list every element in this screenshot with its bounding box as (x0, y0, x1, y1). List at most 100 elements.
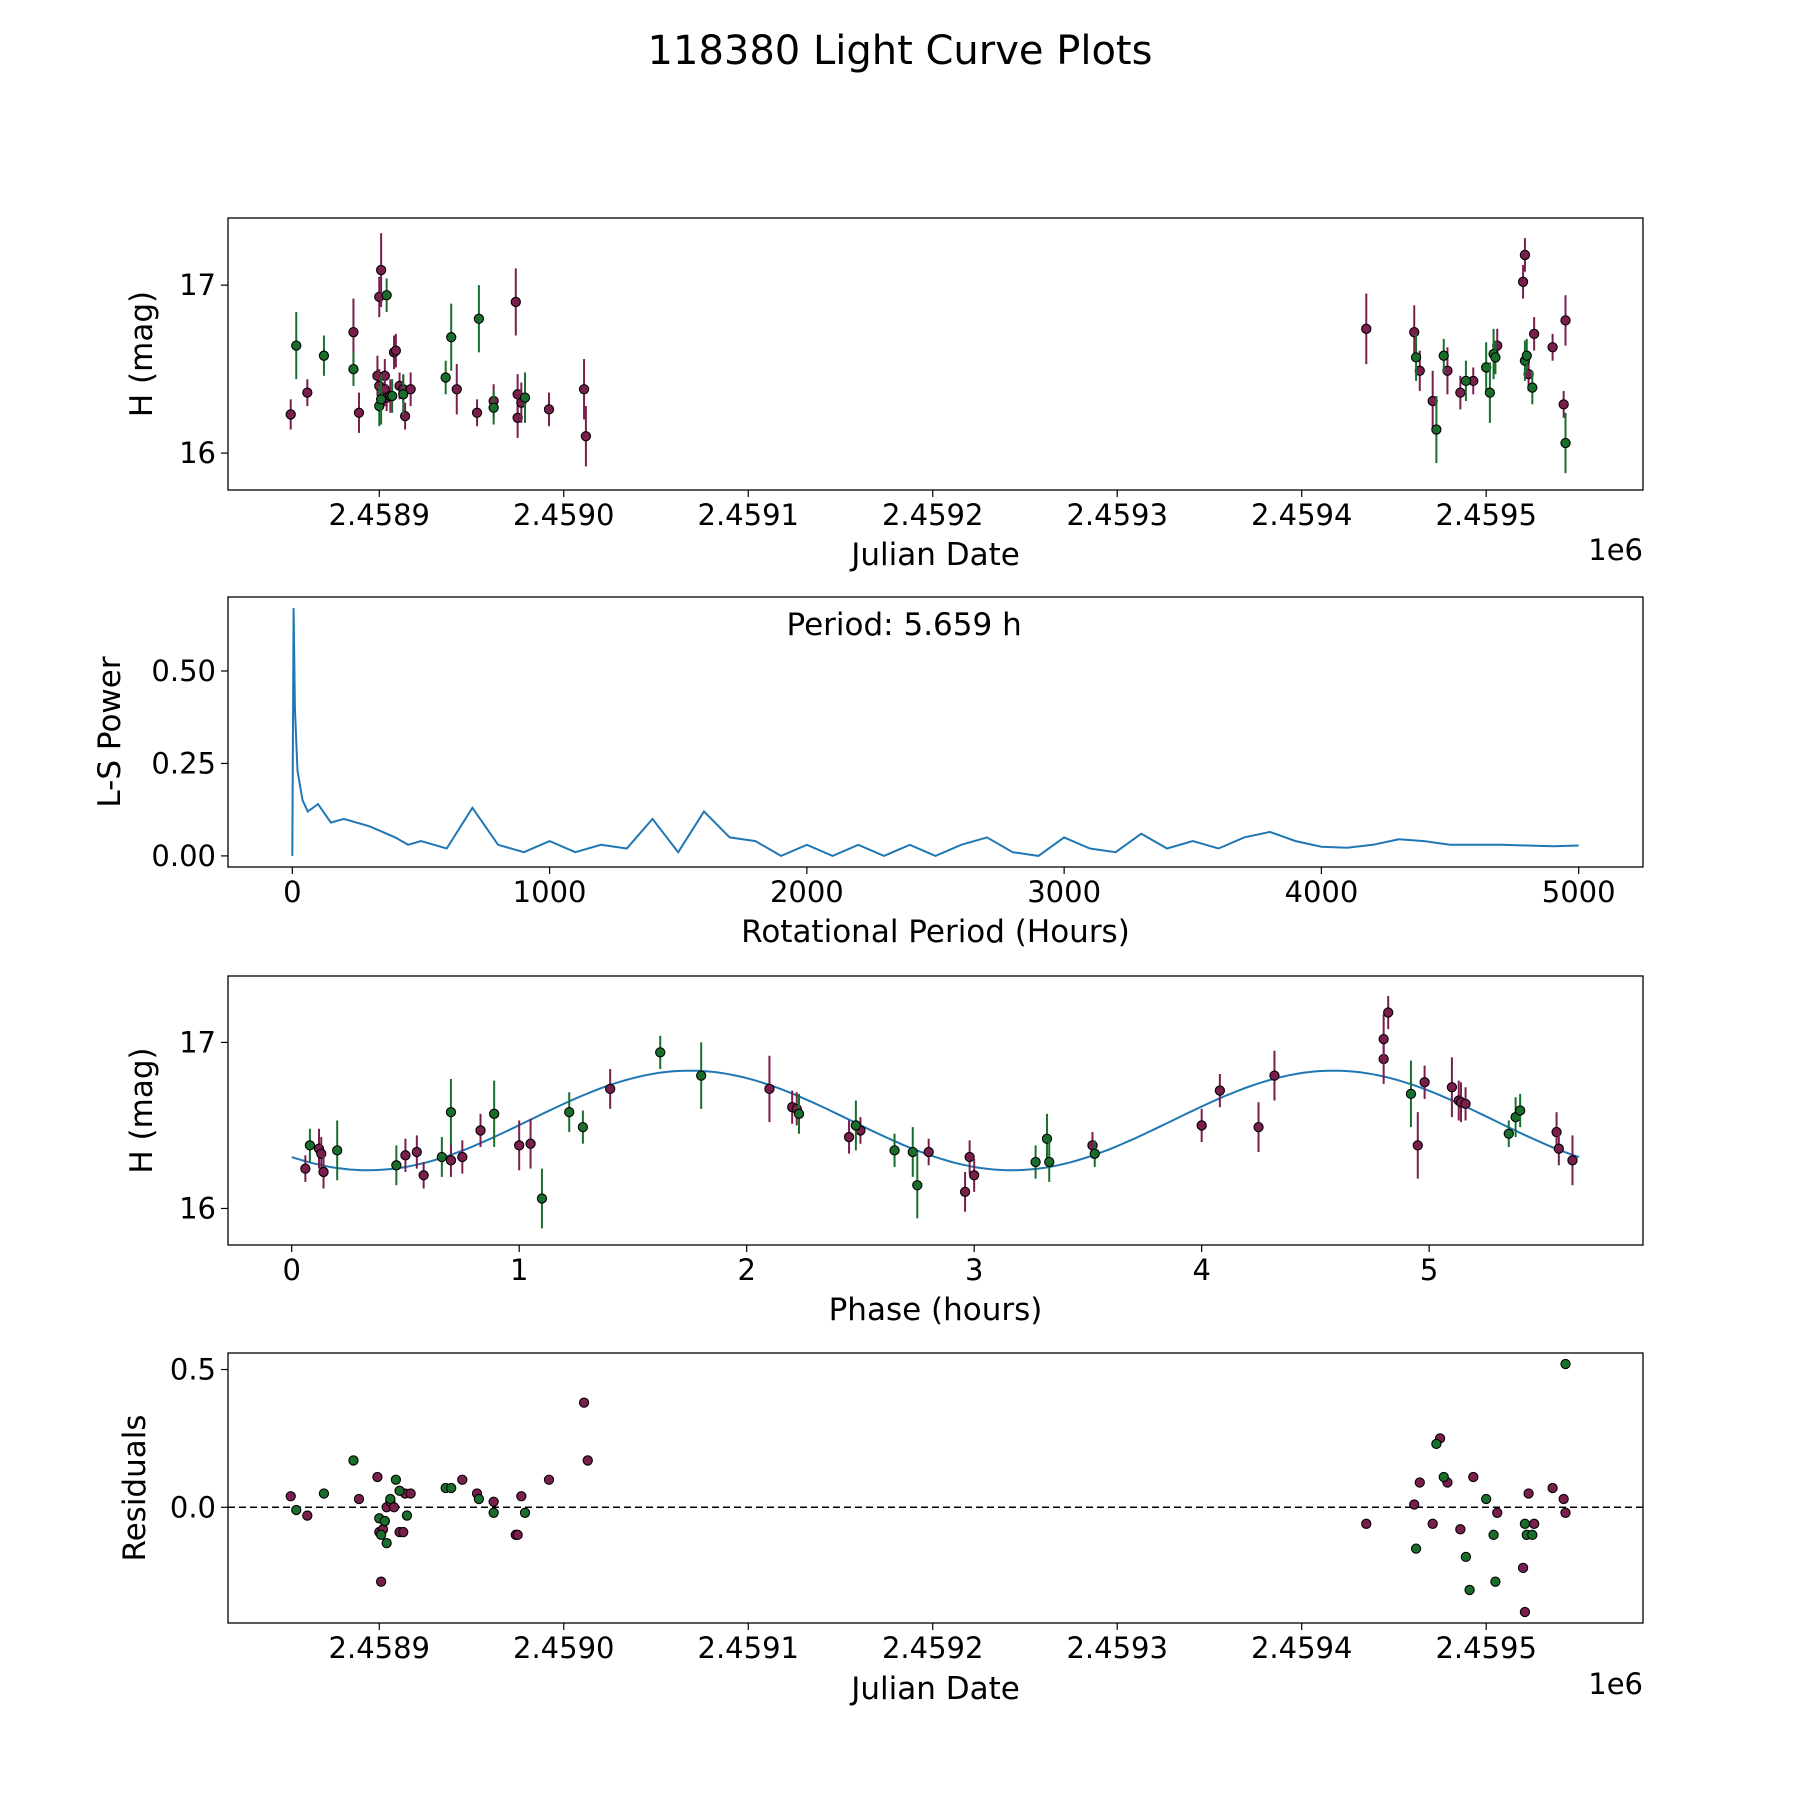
residuals-point-band_b (348, 1455, 359, 1466)
residuals-point-band_b (375, 1529, 387, 1540)
lightcurve-point-band_a (1560, 315, 1571, 326)
periodogram-xtick-label: 1000 (513, 875, 587, 909)
residuals-xtick-label: 2.4591 (698, 1631, 799, 1665)
residuals-point-band_b (394, 1485, 405, 1496)
lightcurve-point-band_b (440, 372, 451, 383)
lightcurve-point-band_a (1529, 328, 1540, 340)
residuals-point-band_a (543, 1474, 555, 1485)
phased-point-band_b (1089, 1148, 1100, 1159)
lightcurve-point-band_b (1527, 382, 1538, 393)
residuals-point-band_a (1560, 1507, 1571, 1518)
phased-point-band_b (1041, 1133, 1053, 1144)
residuals-point-band_a (1427, 1518, 1438, 1529)
residuals-offset-label: 1e6 (1588, 1667, 1643, 1701)
phased-point-band_b (1030, 1156, 1041, 1168)
phased-point-band_a (300, 1163, 311, 1174)
periodogram-xtick-label: 5000 (1542, 875, 1616, 909)
lightcurve-point-band_b (375, 394, 387, 405)
phased-ytick-label: 16 (179, 1191, 216, 1225)
phased-xtick-label: 2 (737, 1253, 755, 1287)
phased-point-band_b (1515, 1105, 1526, 1116)
lightcurve-point-band_a (348, 327, 359, 338)
phased-point-band_a (1269, 1070, 1280, 1081)
periodogram-xlabel: Rotational Period (Hours) (741, 914, 1130, 950)
residuals-xtick-label: 2.4590 (513, 1631, 614, 1665)
residuals-point-band_b (1438, 1471, 1449, 1483)
phased-point-band_a (457, 1151, 468, 1163)
residuals-point-band_a (1558, 1493, 1569, 1505)
lightcurve-xtick-label: 2.4591 (698, 498, 799, 532)
residuals-point-band_a (388, 1502, 400, 1513)
phased-point-band_a (1253, 1121, 1264, 1133)
lightcurve-point-band_b (473, 313, 485, 324)
lightcurve-point-band_a (580, 431, 592, 442)
residuals-point-band_b (1527, 1529, 1538, 1540)
residuals-point-band_b (385, 1493, 396, 1505)
residuals-point-band_b (1519, 1518, 1531, 1529)
phased-point-band_b (907, 1146, 918, 1158)
lightcurve-xtick-label: 2.4589 (329, 498, 430, 532)
periodogram-axes-frame (227, 596, 1644, 868)
residuals-point-band_b (1460, 1551, 1472, 1563)
phased-xtick-label: 5 (1420, 1253, 1438, 1287)
lightcurve-point-band_a (390, 345, 402, 356)
lightcurve-point-band_a (285, 409, 296, 420)
periodogram-ytick-label: 0.50 (151, 654, 216, 688)
lightcurve-point-band_b (446, 332, 457, 343)
lightcurve-ytick-label: 17 (179, 268, 216, 302)
residuals-point-band_b (401, 1510, 413, 1521)
phased-point-band_a (1553, 1143, 1564, 1154)
lightcurve-point-band_b (1521, 350, 1532, 361)
residuals-point-band_b (318, 1488, 330, 1499)
residuals-point-band_a (1409, 1499, 1420, 1510)
lightcurve-point-band_a (353, 407, 365, 418)
phased-point-band_b (304, 1140, 316, 1151)
phased-point-band_b (912, 1180, 923, 1191)
phased-point-band_a (1383, 1007, 1394, 1018)
phased-ylabel: H (mag) (124, 1047, 160, 1173)
lightcurve-offset-label: 1e6 (1588, 533, 1643, 567)
phased-point-band_a (969, 1170, 980, 1181)
residuals-xtick-label: 2.4589 (329, 1631, 430, 1665)
lightcurve-ylabel: H (mag) (124, 291, 160, 417)
phased-point-band_a (445, 1155, 457, 1166)
figure-title: 118380 Light Curve Plots (647, 28, 1153, 74)
lightcurve-xtick-label: 2.4593 (1066, 498, 1167, 532)
phased-point-band_a (843, 1131, 855, 1143)
residuals-point-band_a (516, 1491, 527, 1502)
residuals-point-band_a (1468, 1471, 1479, 1483)
lightcurve-point-band_b (1431, 424, 1442, 435)
residuals-point-band_b (488, 1507, 499, 1518)
residuals-point-band_b (390, 1474, 402, 1485)
lightcurve-point-band_a (1547, 342, 1558, 353)
residuals-point-band_a (302, 1510, 313, 1521)
phased-point-band_a (1214, 1085, 1226, 1096)
lightcurve-point-band_a (1517, 276, 1529, 287)
lightcurve-point-band_a (1455, 387, 1466, 398)
phased-plot (221, 975, 1644, 1252)
residuals-point-band_a (1547, 1482, 1558, 1494)
lightcurve-point-band_b (1490, 352, 1501, 363)
lightcurve-point-band_b (291, 340, 302, 351)
residuals-point-band_b (473, 1493, 485, 1505)
residuals-ytick-label: 0.0 (170, 1490, 216, 1524)
phased-xtick-label: 1 (510, 1253, 528, 1287)
phased-xtick-label: 3 (965, 1253, 983, 1287)
lightcurve-point-band_a (399, 410, 411, 422)
residuals-point-band_b (1431, 1438, 1442, 1450)
lightcurve-point-band_b (348, 363, 359, 375)
lightcurve-point-band_b (1484, 387, 1496, 398)
phased-point-band_a (475, 1125, 486, 1136)
lightcurve-point-band_a (510, 296, 521, 308)
lightcurve-ytick-label: 16 (179, 436, 216, 470)
phased-point-band_a (514, 1140, 525, 1151)
lightcurve-point-band_a (543, 404, 555, 415)
phased-point-band_b (889, 1145, 900, 1156)
residuals-point-band_b (1410, 1543, 1422, 1554)
lightcurve-point-band_b (1410, 352, 1422, 363)
lightcurve-xlabel: Julian Date (849, 537, 1020, 573)
phased-point-band_b (445, 1107, 457, 1118)
residuals-point-band_a (488, 1496, 499, 1507)
phased-point-band_b (536, 1193, 548, 1204)
lightcurve-point-band_b (381, 290, 392, 301)
